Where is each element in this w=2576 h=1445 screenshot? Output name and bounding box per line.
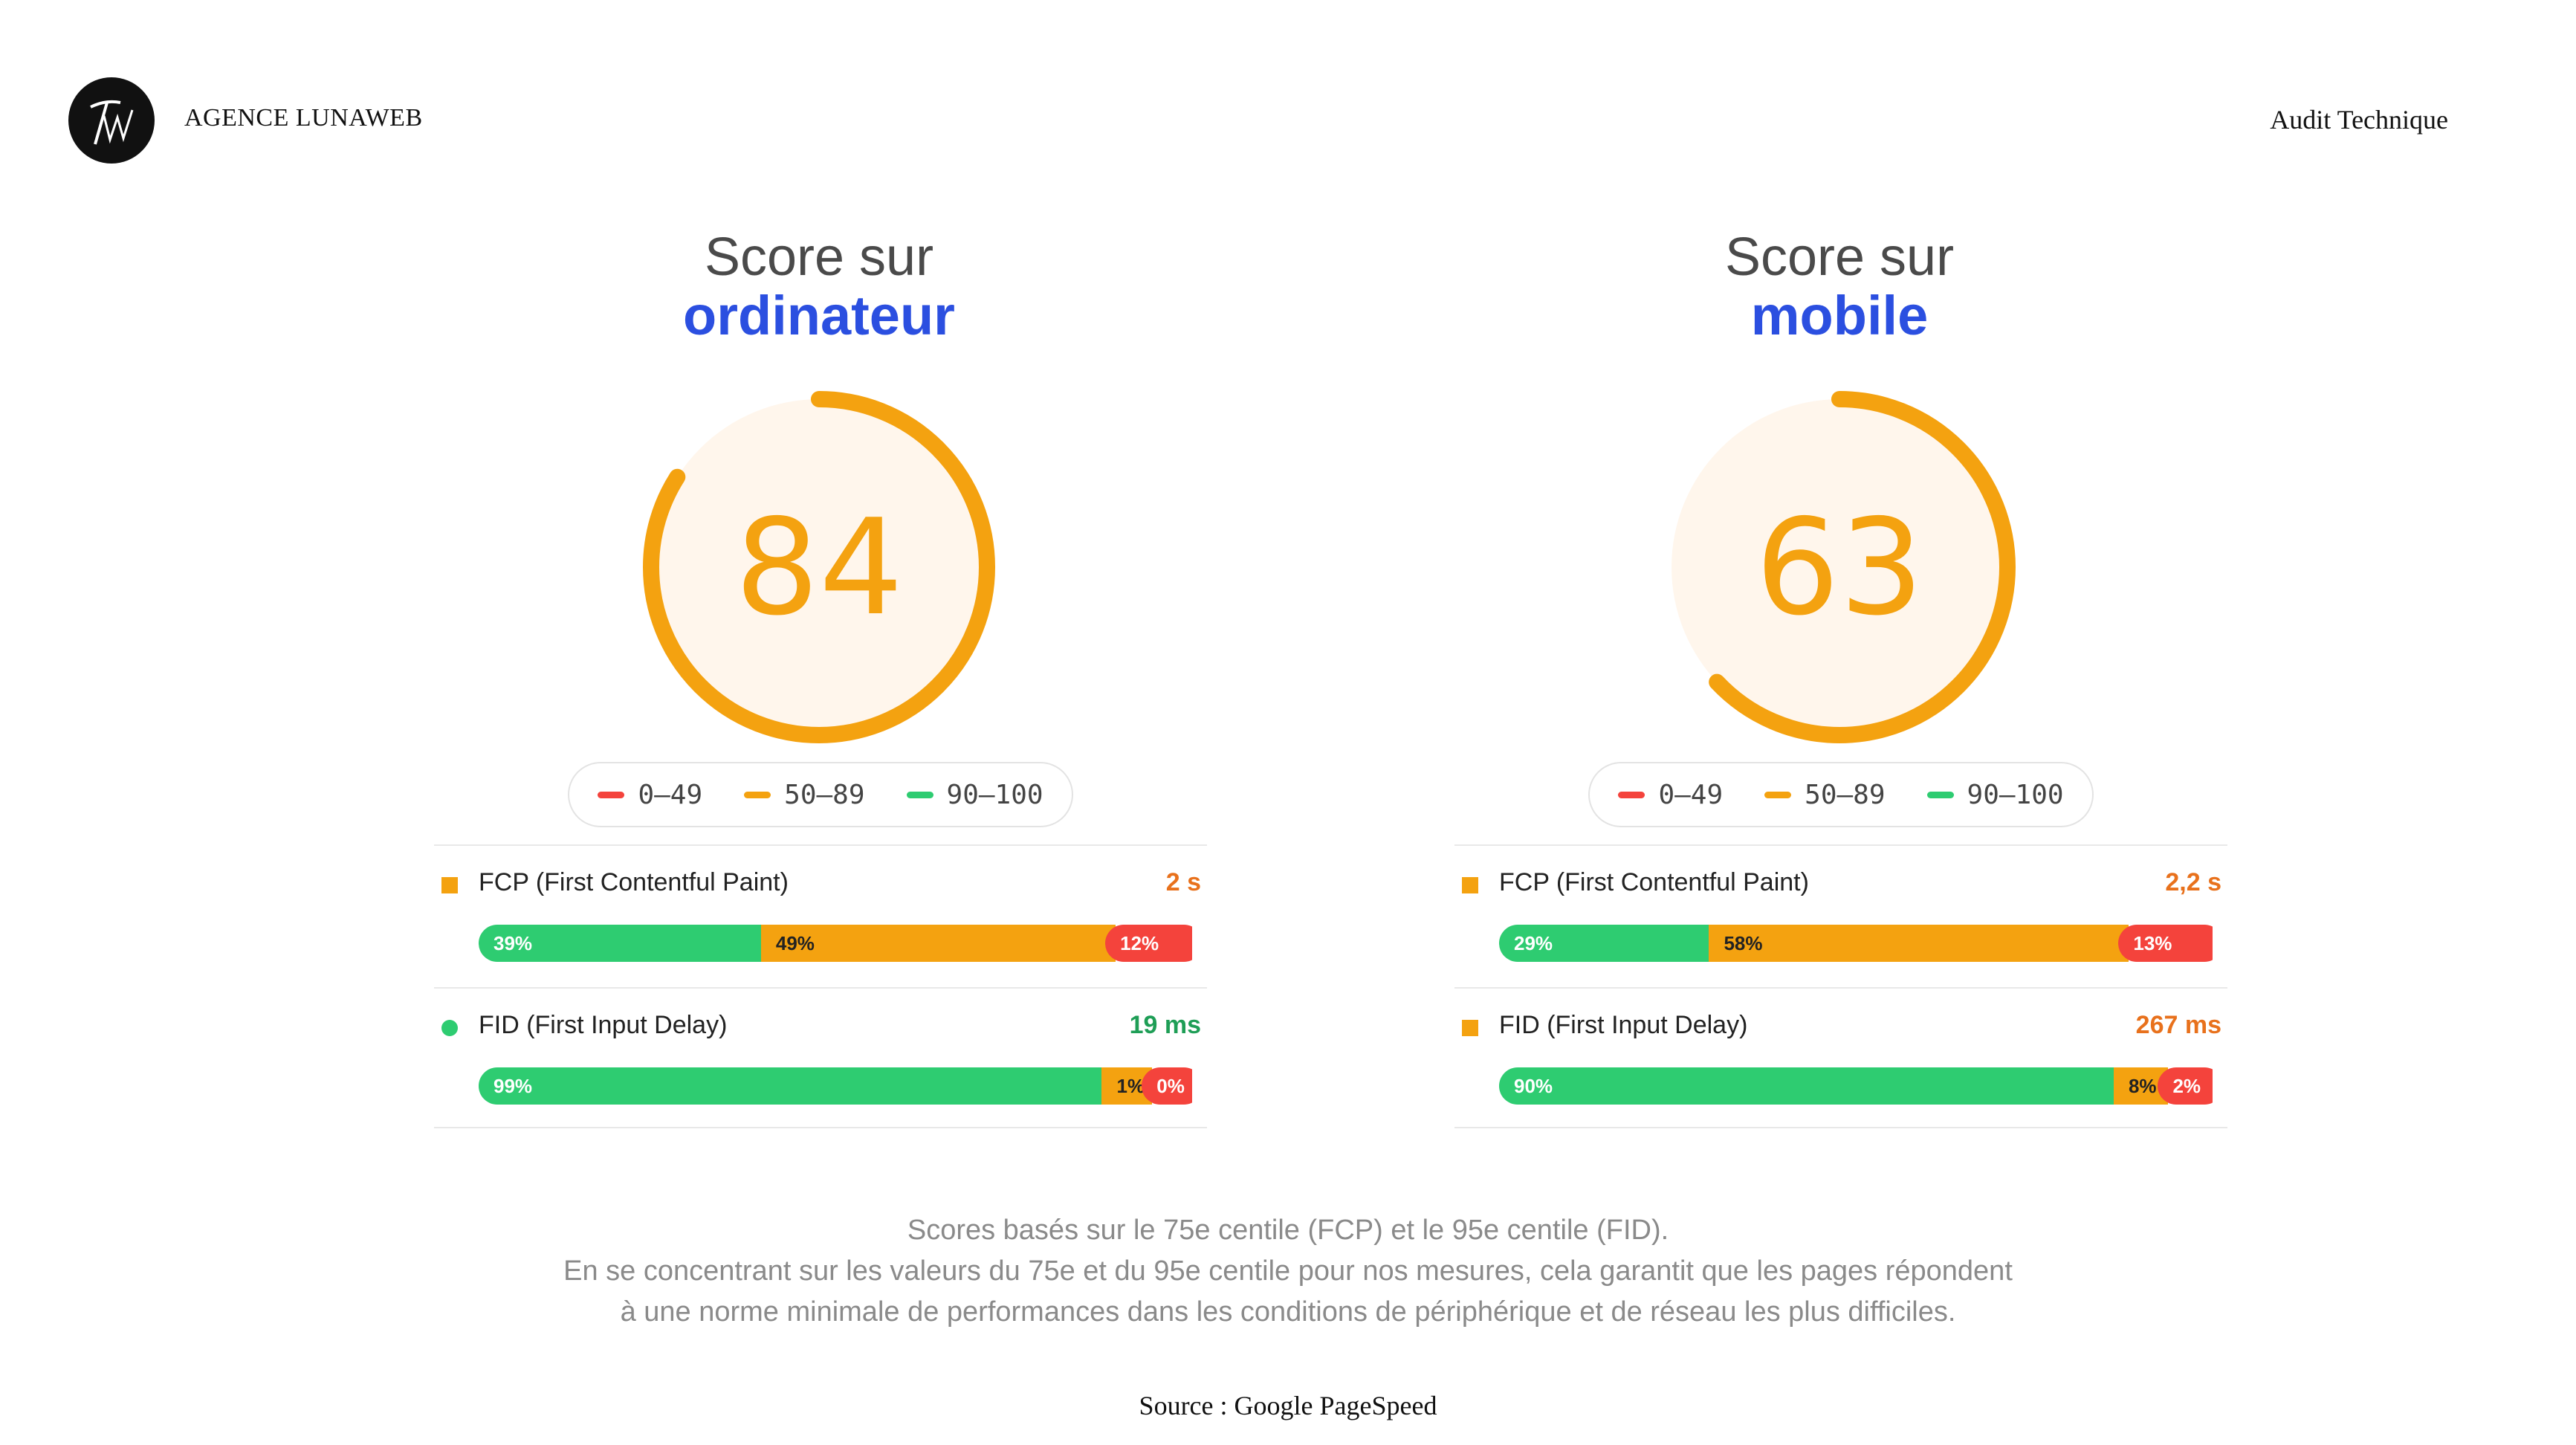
- mobile-score-panel: Score sur mobile 63 0–49 50–89 90–100 FC…: [1431, 223, 2248, 1160]
- lunaweb-monogram-icon: [90, 100, 134, 145]
- distribution-bar: 39% 49% 12%: [479, 925, 1203, 962]
- section-title: Audit Technique: [2270, 105, 2448, 135]
- mobile-fid-metric: FID (First Input Delay) 267 ms 90% 8% 2%: [1454, 987, 2227, 1128]
- bar-segment-red: 12%: [1105, 925, 1192, 962]
- desktop-score-value: 84: [734, 490, 904, 644]
- orange-dash-icon: [1764, 791, 1792, 798]
- footnote-line: En se concentrant sur les valeurs du 75e…: [563, 1255, 2013, 1287]
- orange-square-icon: [1462, 877, 1478, 893]
- desktop-score-gauge: 84: [631, 379, 1007, 755]
- metric-name: FCP (First Contentful Paint): [479, 868, 789, 896]
- footnote-line: à une norme minimale de performances dan…: [620, 1296, 1956, 1328]
- mobile-title-line2: mobile: [1750, 285, 1929, 346]
- desktop-title-line2: ordinateur: [683, 285, 955, 346]
- bar-segment-red: 13%: [2118, 925, 2213, 962]
- mobile-score-gauge: 63: [1651, 379, 2028, 755]
- metric-value: 2 s: [1165, 868, 1201, 896]
- bar-segment-green: 39%: [479, 925, 761, 962]
- metric-name: FID (First Input Delay): [479, 1011, 728, 1039]
- bar-segment-red: 2%: [2158, 1067, 2213, 1105]
- metric-value: 267 ms: [2135, 1011, 2221, 1039]
- distribution-bar: 99% 1% 0%: [479, 1067, 1203, 1105]
- desktop-fcp-metric: FCP (First Contentful Paint) 2 s 39% 49% 1…: [434, 844, 1207, 986]
- metric-value: 2,2 s: [2165, 868, 2221, 896]
- legend-poor: 0–49: [1618, 780, 1723, 810]
- legend-good: 90–100: [906, 780, 1043, 810]
- legend-poor: 0–49: [598, 780, 702, 810]
- score-legend: 0–49 50–89 90–100: [568, 762, 1073, 827]
- agency-logo: [68, 77, 155, 164]
- bar-segment-red: 0%: [1142, 1067, 1192, 1105]
- green-circle-icon: [441, 1020, 458, 1036]
- bar-segment-orange: 58%: [1709, 925, 2129, 962]
- legend-average: 50–89: [744, 780, 865, 810]
- green-dash-icon: [1926, 791, 1954, 798]
- metric-value: 19 ms: [1129, 1011, 1201, 1039]
- red-dash-icon: [598, 791, 625, 798]
- legend-average: 50–89: [1764, 780, 1886, 810]
- bar-segment-green: 99%: [479, 1067, 1102, 1105]
- score-legend: 0–49 50–89 90–100: [1588, 762, 2094, 827]
- footnote-line: Scores basés sur le 75e centile (FCP) et…: [907, 1215, 1669, 1246]
- orange-square-icon: [1462, 1020, 1478, 1036]
- metric-name: FCP (First Contentful Paint): [1499, 868, 1809, 896]
- desktop-title-line1: Score sur: [704, 227, 934, 287]
- orange-square-icon: [441, 877, 458, 893]
- legend-good: 90–100: [1926, 780, 2064, 810]
- desktop-score-panel: Score sur ordinateur 84 0–49 50–89 90–10…: [410, 223, 1228, 1160]
- mobile-gauge-arc: [1663, 391, 2016, 743]
- bar-segment-green: 90%: [1499, 1067, 2114, 1105]
- mobile-title-line1: Score sur: [1724, 227, 1955, 287]
- green-dash-icon: [906, 791, 933, 798]
- mobile-fcp-metric: FCP (First Contentful Paint) 2,2 s 29% 58…: [1454, 844, 2227, 986]
- red-dash-icon: [1618, 791, 1645, 798]
- bar-segment-green: 29%: [1499, 925, 1709, 962]
- agency-name: AGENCE LUNAWEB: [184, 104, 423, 132]
- desktop-fid-metric: FID (First Input Delay) 19 ms 99% 1% 0%: [434, 987, 1207, 1128]
- source-credit: Source : Google PageSpeed: [1139, 1391, 1437, 1420]
- desktop-gauge-arc: [643, 391, 995, 743]
- bar-segment-orange: 49%: [760, 925, 1116, 962]
- metric-name: FID (First Input Delay): [1499, 1011, 1748, 1039]
- mobile-score-value: 63: [1755, 490, 1924, 644]
- orange-dash-icon: [744, 791, 771, 798]
- distribution-bar: 90% 8% 2%: [1499, 1067, 2223, 1105]
- distribution-bar: 29% 58% 13%: [1499, 925, 2223, 962]
